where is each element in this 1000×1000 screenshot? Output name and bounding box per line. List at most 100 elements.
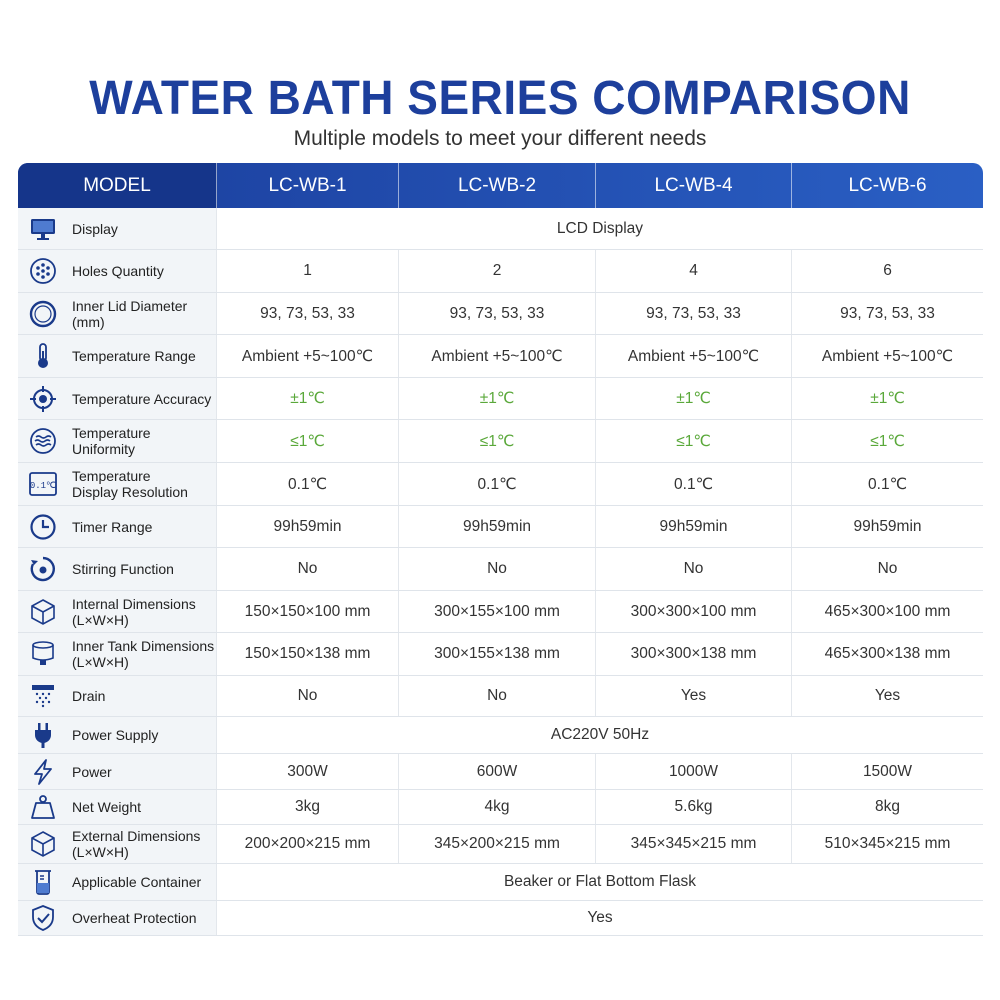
row-label-cell: External Dimensions (L×W×H): [18, 825, 217, 863]
tank-icon: [28, 639, 58, 669]
row-label-cell: Overheat Protection: [18, 901, 217, 935]
table-row: Temperature Accuracy ±1℃ ±1℃ ±1℃ ±1℃: [18, 378, 983, 420]
row-label: Temperature Range: [72, 348, 196, 364]
row-value-lc-wb-4: 345×345×215 mm: [596, 825, 792, 863]
header-cell-model: MODEL: [18, 163, 217, 208]
row-value-lc-wb-4: ±1℃: [596, 378, 792, 419]
waves-icon: [28, 426, 58, 456]
row-label: Power: [72, 763, 112, 780]
row-value-lc-wb-4: 99h59min: [596, 506, 792, 547]
table-row: Timer Range 99h59min 99h59min 99h59min 99h59…: [18, 506, 983, 548]
row-value-lc-wb-6: 1500W: [862, 762, 913, 780]
row-value-lc-wb-4: 1000W: [596, 754, 792, 789]
row-label: Net Weight: [72, 799, 141, 815]
row-value-lc-wb-2: 99h59min: [399, 506, 596, 547]
row-label: Stirring Function: [72, 561, 174, 577]
shield-icon: [28, 903, 58, 933]
row-value-lc-wb-4: 93, 73, 53, 33: [596, 293, 792, 334]
table-row: Power Supply AC220V 50Hz: [18, 717, 983, 754]
row-label-cell: Timer Range: [18, 506, 217, 547]
row-value-lc-wb-1: ±1℃: [217, 378, 399, 419]
row-value-lc-wb-1: 0.1℃: [217, 463, 399, 505]
row-label-cell: Temperature Range: [18, 335, 217, 377]
row-value-span: AC220V 50Hz: [550, 726, 650, 743]
row-label: Temperature Accuracy: [72, 390, 212, 407]
box-icon: [28, 829, 58, 859]
row-value-lc-wb-2: 300×155×138 mm: [399, 633, 596, 675]
row-value-lc-wb-6: No: [877, 560, 898, 577]
row-label-cell: Holes Quantity: [18, 250, 217, 292]
row-value-lc-wb-4: 4: [596, 250, 792, 292]
table-row: Stirring Function No No No No: [18, 548, 983, 591]
table-row: Inner Tank Dimensions (L×W×H) 150×150×138…: [18, 633, 983, 676]
row-value-lc-wb-6: 0.1℃: [868, 475, 907, 493]
row-label: Inner Lid Diameter (mm): [72, 297, 188, 330]
row-value-lc-wb-6: 8kg: [875, 798, 900, 815]
table-row: Power 300W 600W 1000W 1500W: [18, 754, 983, 790]
row-label-cell: Power: [18, 754, 217, 789]
row-value-lc-wb-6: 6: [883, 262, 892, 279]
row-label-cell: 0.1℃ Temperature Display Resolution: [18, 463, 217, 505]
row-label-cell: Stirring Function: [18, 548, 217, 590]
clock-icon: [28, 512, 58, 542]
table-row: Applicable Container Beaker or Flat Botto…: [18, 864, 983, 901]
row-label-cell: Temperature Uniformity: [18, 420, 217, 462]
weight-icon: [28, 792, 58, 822]
table-row: Net Weight 3kg 4kg 5.6kg 8kg: [18, 790, 983, 825]
page-subtitle: Multiple models to meet your different n…: [293, 127, 707, 150]
row-value-lc-wb-6: 510×345×215 mm: [824, 835, 951, 852]
table-row: 0.1℃ Temperature Display Resolution 0.1℃ 0.…: [18, 463, 983, 506]
row-value-lc-wb-4: 300×300×100 mm: [596, 591, 792, 632]
header-cell-lc-wb-1: LC-WB-1: [217, 163, 399, 208]
table-row: Holes Quantity 1 2 4 6: [18, 250, 983, 293]
table-row: Inner Lid Diameter (mm) 93, 73, 53, 33 93,…: [18, 293, 983, 335]
row-label: Display: [72, 220, 118, 237]
row-value-lc-wb-6: ±1℃: [870, 390, 905, 407]
row-label: Temperature Uniformity: [72, 425, 151, 457]
row-value-lc-wb-6: ≤1℃: [870, 432, 905, 450]
table-row: Internal Dimensions (L×W×H) 150×150×100 m…: [18, 591, 983, 633]
table-header: MODEL LC-WB-1 LC-WB-2 LC-WB-4 LC-WB-6: [18, 163, 983, 208]
row-value-span: Beaker or Flat Bottom Flask: [503, 873, 697, 890]
monitor-icon: [28, 214, 58, 244]
row-label: Drain: [72, 688, 106, 704]
row-value-lc-wb-1: No: [217, 548, 399, 590]
table-row: Display LCD Display: [18, 208, 983, 250]
row-value-lc-wb-2: 300×155×100 mm: [399, 591, 596, 632]
table-row: External Dimensions (L×W×H) 200×200×215 m…: [18, 825, 983, 864]
row-label: External Dimensions (L×W×H): [72, 828, 201, 860]
table-body: Display LCD Display Holes Quantity 1 2 4 6 Inne…: [18, 208, 983, 936]
row-label: Inner Tank Dimensions (L×W×H): [72, 638, 215, 670]
row-value-lc-wb-1: Ambient +5~100℃: [217, 335, 399, 377]
row-label: Power Supply: [72, 727, 159, 743]
row-value-lc-wb-1: 150×150×138 mm: [217, 633, 399, 675]
row-value-lc-wb-1: 300W: [217, 754, 399, 789]
target-icon: [28, 384, 58, 414]
header-cell-lc-wb-4: LC-WB-4: [596, 163, 792, 208]
row-label-cell: Internal Dimensions (L×W×H): [18, 591, 217, 632]
comparison-table: MODEL LC-WB-1 LC-WB-2 LC-WB-4 LC-WB-6 Di…: [18, 163, 983, 936]
row-label-cell: Applicable Container: [18, 864, 217, 900]
row-value-lc-wb-6: 465×300×100 mm: [824, 602, 951, 620]
row-value-lc-wb-2: ±1℃: [399, 378, 596, 419]
row-value-lc-wb-1: 93, 73, 53, 33: [217, 293, 399, 334]
lightning-icon: [28, 757, 58, 787]
lid-icon: [28, 299, 58, 329]
row-label-cell: Temperature Accuracy: [18, 378, 217, 419]
row-value-lc-wb-4: ≤1℃: [596, 420, 792, 462]
row-value-lc-wb-2: 4kg: [399, 790, 596, 824]
row-value-lc-wb-2: 2: [399, 250, 596, 292]
svg-text:0.1℃: 0.1℃: [30, 481, 56, 491]
row-value-lc-wb-4: 0.1℃: [596, 463, 792, 505]
cube-icon: [28, 597, 58, 627]
drain-icon: [28, 681, 58, 711]
row-label: Overheat Protection: [72, 910, 197, 926]
header-cell-lc-wb-2: LC-WB-2: [399, 163, 596, 208]
beaker-icon: [28, 867, 58, 897]
row-value-lc-wb-1: No: [217, 676, 399, 716]
row-label: Timer Range: [72, 518, 153, 535]
row-value-lc-wb-2: 345×200×215 mm: [399, 825, 596, 863]
row-value-lc-wb-1: 200×200×215 mm: [217, 825, 399, 863]
holes-icon: [28, 256, 58, 286]
